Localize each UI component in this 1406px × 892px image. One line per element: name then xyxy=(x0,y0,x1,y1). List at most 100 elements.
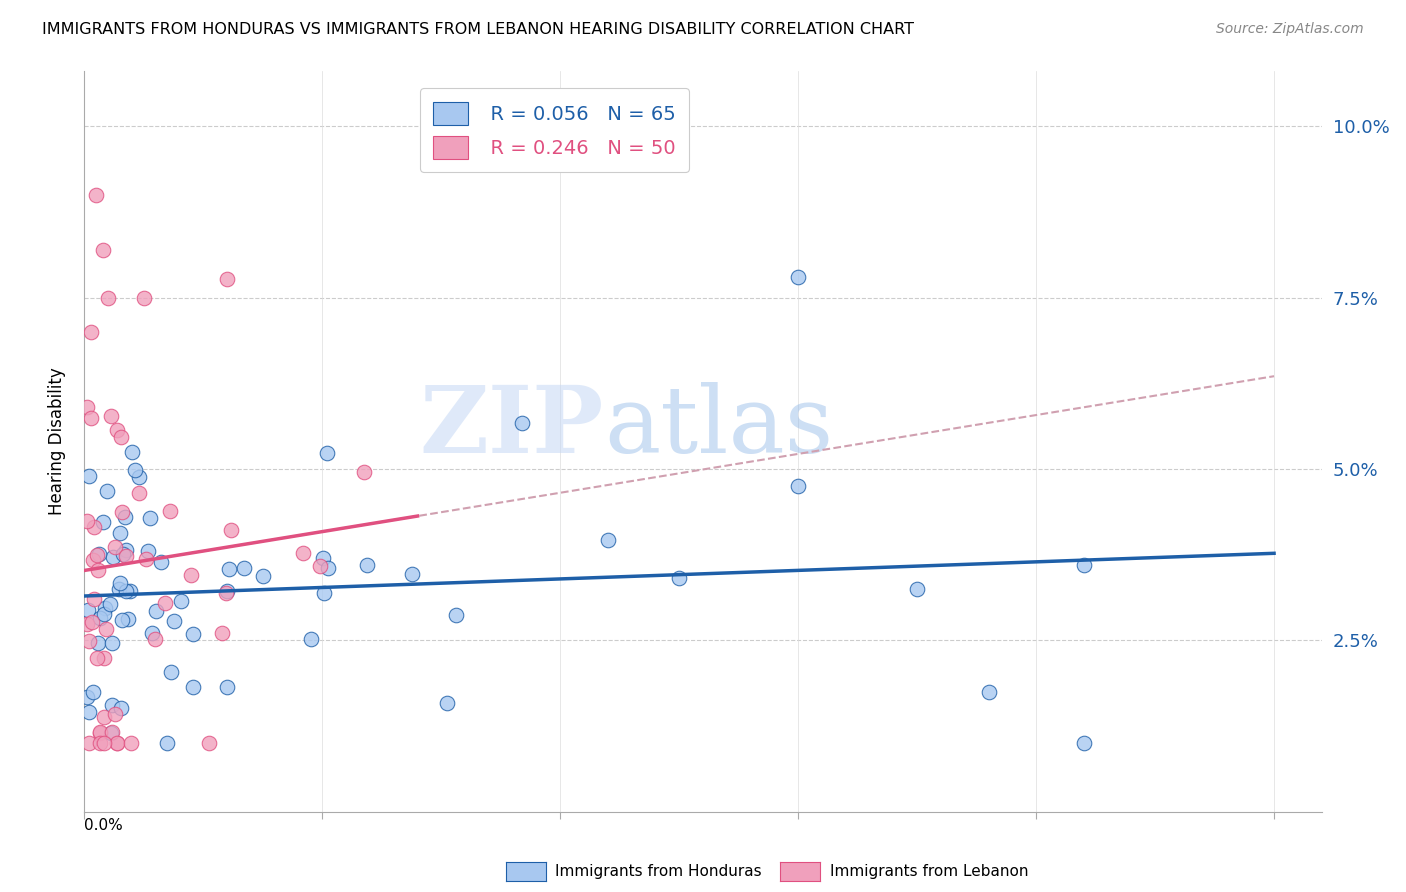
Point xyxy=(121,444,143,458)
Point xyxy=(1073,736,1095,750)
Point xyxy=(120,583,142,598)
Point xyxy=(211,625,233,640)
Point xyxy=(89,611,111,625)
Point xyxy=(101,636,124,650)
Text: ZIP: ZIP xyxy=(420,382,605,472)
Point xyxy=(444,608,467,623)
Point xyxy=(82,615,104,629)
Point xyxy=(104,540,127,554)
Point xyxy=(163,614,186,628)
Point xyxy=(218,562,240,576)
Point xyxy=(87,547,110,561)
Point xyxy=(83,520,105,534)
Point xyxy=(512,416,534,430)
Point xyxy=(93,736,115,750)
Point xyxy=(87,563,110,577)
Point xyxy=(100,726,122,740)
Point xyxy=(89,736,111,750)
Point xyxy=(291,546,314,560)
Point xyxy=(82,553,104,567)
Point xyxy=(101,549,124,564)
Point xyxy=(356,558,378,573)
Point xyxy=(114,542,136,557)
Point xyxy=(101,725,124,739)
Point xyxy=(139,511,162,525)
Point xyxy=(143,632,166,647)
Point xyxy=(353,465,375,479)
Legend:   R = 0.056   N = 65,   R = 0.246   N = 50: R = 0.056 N = 65, R = 0.246 N = 50 xyxy=(419,88,689,172)
Point xyxy=(219,523,242,537)
Point xyxy=(316,560,339,574)
Point xyxy=(89,725,111,739)
Point xyxy=(76,617,98,632)
Point xyxy=(132,291,155,305)
Point xyxy=(312,586,335,600)
Point xyxy=(401,567,423,582)
Point xyxy=(80,325,103,339)
Point xyxy=(103,706,125,721)
Point xyxy=(93,607,115,622)
Point xyxy=(111,505,134,519)
Text: Immigrants from Lebanon: Immigrants from Lebanon xyxy=(830,864,1028,879)
Text: atlas: atlas xyxy=(605,382,834,472)
Point xyxy=(77,603,100,617)
Point xyxy=(87,636,110,650)
Point xyxy=(114,584,136,599)
Point xyxy=(181,627,204,641)
Point xyxy=(84,187,107,202)
Point xyxy=(180,568,202,582)
Point xyxy=(299,632,322,646)
Point xyxy=(76,690,98,704)
Y-axis label: Hearing Disability: Hearing Disability xyxy=(48,368,66,516)
Point xyxy=(128,486,150,500)
Point xyxy=(94,622,117,636)
Point xyxy=(787,479,810,493)
Point xyxy=(101,698,124,712)
Point xyxy=(110,430,132,444)
Point xyxy=(905,582,928,596)
Point xyxy=(120,736,142,750)
Point xyxy=(97,291,120,305)
Point xyxy=(159,504,181,518)
Point xyxy=(668,571,690,585)
Point xyxy=(86,651,108,665)
Text: Immigrants from Honduras: Immigrants from Honduras xyxy=(555,864,762,879)
Point xyxy=(77,706,100,720)
Point xyxy=(96,484,118,499)
Point xyxy=(160,665,183,679)
Point xyxy=(110,526,132,541)
Point xyxy=(436,697,458,711)
Point xyxy=(105,736,128,750)
Point xyxy=(80,411,103,425)
Point xyxy=(787,270,810,285)
Point xyxy=(135,552,157,566)
Point xyxy=(110,701,132,715)
Point xyxy=(156,736,179,750)
Point xyxy=(252,568,274,582)
Point xyxy=(136,544,159,558)
Point xyxy=(79,736,101,750)
Point xyxy=(124,462,146,476)
Point xyxy=(79,634,101,648)
Point xyxy=(977,685,1000,699)
Point xyxy=(89,726,111,740)
Point xyxy=(111,547,134,561)
Point xyxy=(91,515,114,529)
Point xyxy=(93,243,115,257)
Point xyxy=(215,583,238,598)
Point xyxy=(128,470,150,484)
Point xyxy=(93,651,115,665)
Point xyxy=(155,596,177,610)
Point xyxy=(98,597,121,611)
Point xyxy=(93,710,115,724)
Point xyxy=(312,550,335,565)
Point xyxy=(145,604,167,618)
Point xyxy=(308,559,330,574)
Point xyxy=(197,736,219,750)
Point xyxy=(596,533,619,547)
Point xyxy=(217,680,239,694)
Point xyxy=(315,446,337,460)
Point xyxy=(149,555,172,569)
Point xyxy=(141,626,163,640)
Text: IMMIGRANTS FROM HONDURAS VS IMMIGRANTS FROM LEBANON HEARING DISABILITY CORRELATI: IMMIGRANTS FROM HONDURAS VS IMMIGRANTS F… xyxy=(42,22,914,37)
